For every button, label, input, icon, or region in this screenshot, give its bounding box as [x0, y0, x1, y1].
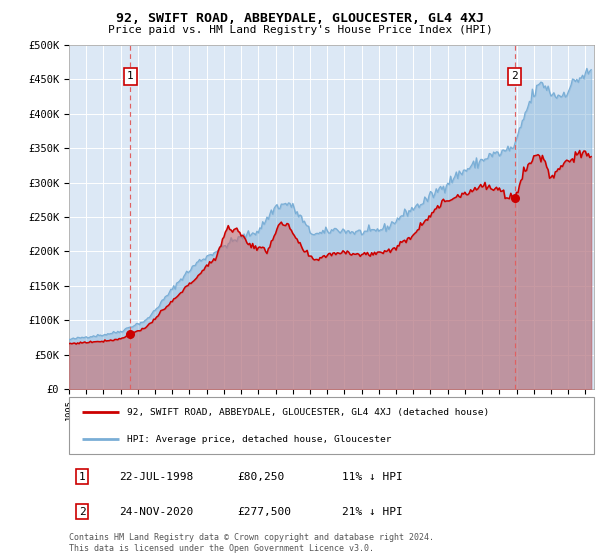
FancyBboxPatch shape: [69, 397, 594, 454]
Text: 1: 1: [127, 72, 133, 82]
Text: 92, SWIFT ROAD, ABBEYDALE, GLOUCESTER, GL4 4XJ: 92, SWIFT ROAD, ABBEYDALE, GLOUCESTER, G…: [116, 12, 484, 25]
Text: Price paid vs. HM Land Registry's House Price Index (HPI): Price paid vs. HM Land Registry's House …: [107, 25, 493, 35]
Text: £277,500: £277,500: [237, 507, 291, 517]
Text: 2: 2: [79, 507, 86, 517]
Text: 21% ↓ HPI: 21% ↓ HPI: [342, 507, 403, 517]
Text: Contains HM Land Registry data © Crown copyright and database right 2024.
This d: Contains HM Land Registry data © Crown c…: [69, 533, 434, 553]
Text: 24-NOV-2020: 24-NOV-2020: [119, 507, 193, 517]
Text: 11% ↓ HPI: 11% ↓ HPI: [342, 472, 403, 482]
Text: 1: 1: [79, 472, 86, 482]
Text: £80,250: £80,250: [237, 472, 284, 482]
Text: 2: 2: [511, 72, 518, 82]
Text: HPI: Average price, detached house, Gloucester: HPI: Average price, detached house, Glou…: [127, 435, 391, 444]
Text: 22-JUL-1998: 22-JUL-1998: [119, 472, 193, 482]
Text: 92, SWIFT ROAD, ABBEYDALE, GLOUCESTER, GL4 4XJ (detached house): 92, SWIFT ROAD, ABBEYDALE, GLOUCESTER, G…: [127, 408, 489, 417]
